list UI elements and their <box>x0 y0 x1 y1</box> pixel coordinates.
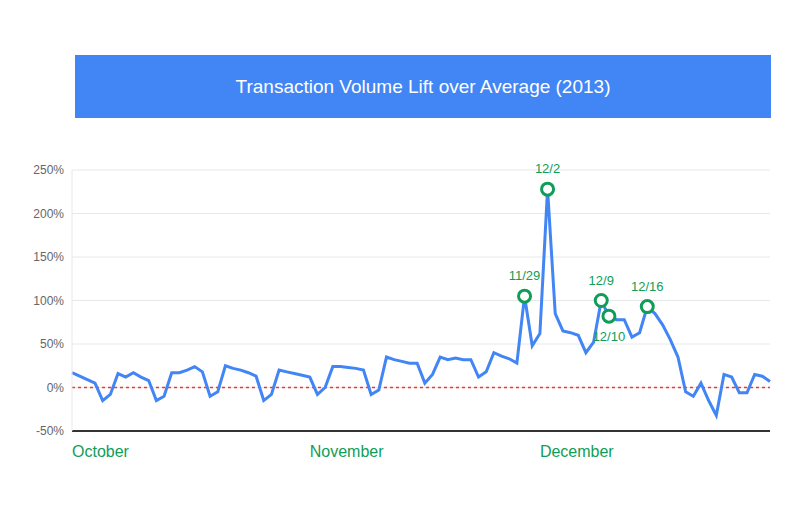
svg-text:200%: 200% <box>33 207 64 221</box>
svg-text:0%: 0% <box>47 381 65 395</box>
svg-text:-50%: -50% <box>36 424 64 438</box>
svg-text:October: October <box>72 443 130 460</box>
svg-text:12/2: 12/2 <box>535 161 560 176</box>
svg-text:November: November <box>310 443 384 460</box>
svg-text:December: December <box>540 443 614 460</box>
svg-text:12/9: 12/9 <box>589 273 614 288</box>
svg-text:250%: 250% <box>33 163 64 177</box>
svg-text:12/10: 12/10 <box>593 329 626 344</box>
svg-text:11/29: 11/29 <box>509 268 541 283</box>
svg-text:12/16: 12/16 <box>631 279 664 294</box>
svg-text:50%: 50% <box>40 337 64 351</box>
svg-text:100%: 100% <box>33 294 64 308</box>
html-text:Transaction Volume Lift over A: Transaction Volume Lift over Average (20… <box>235 75 611 97</box>
svg-text:150%: 150% <box>33 250 64 264</box>
